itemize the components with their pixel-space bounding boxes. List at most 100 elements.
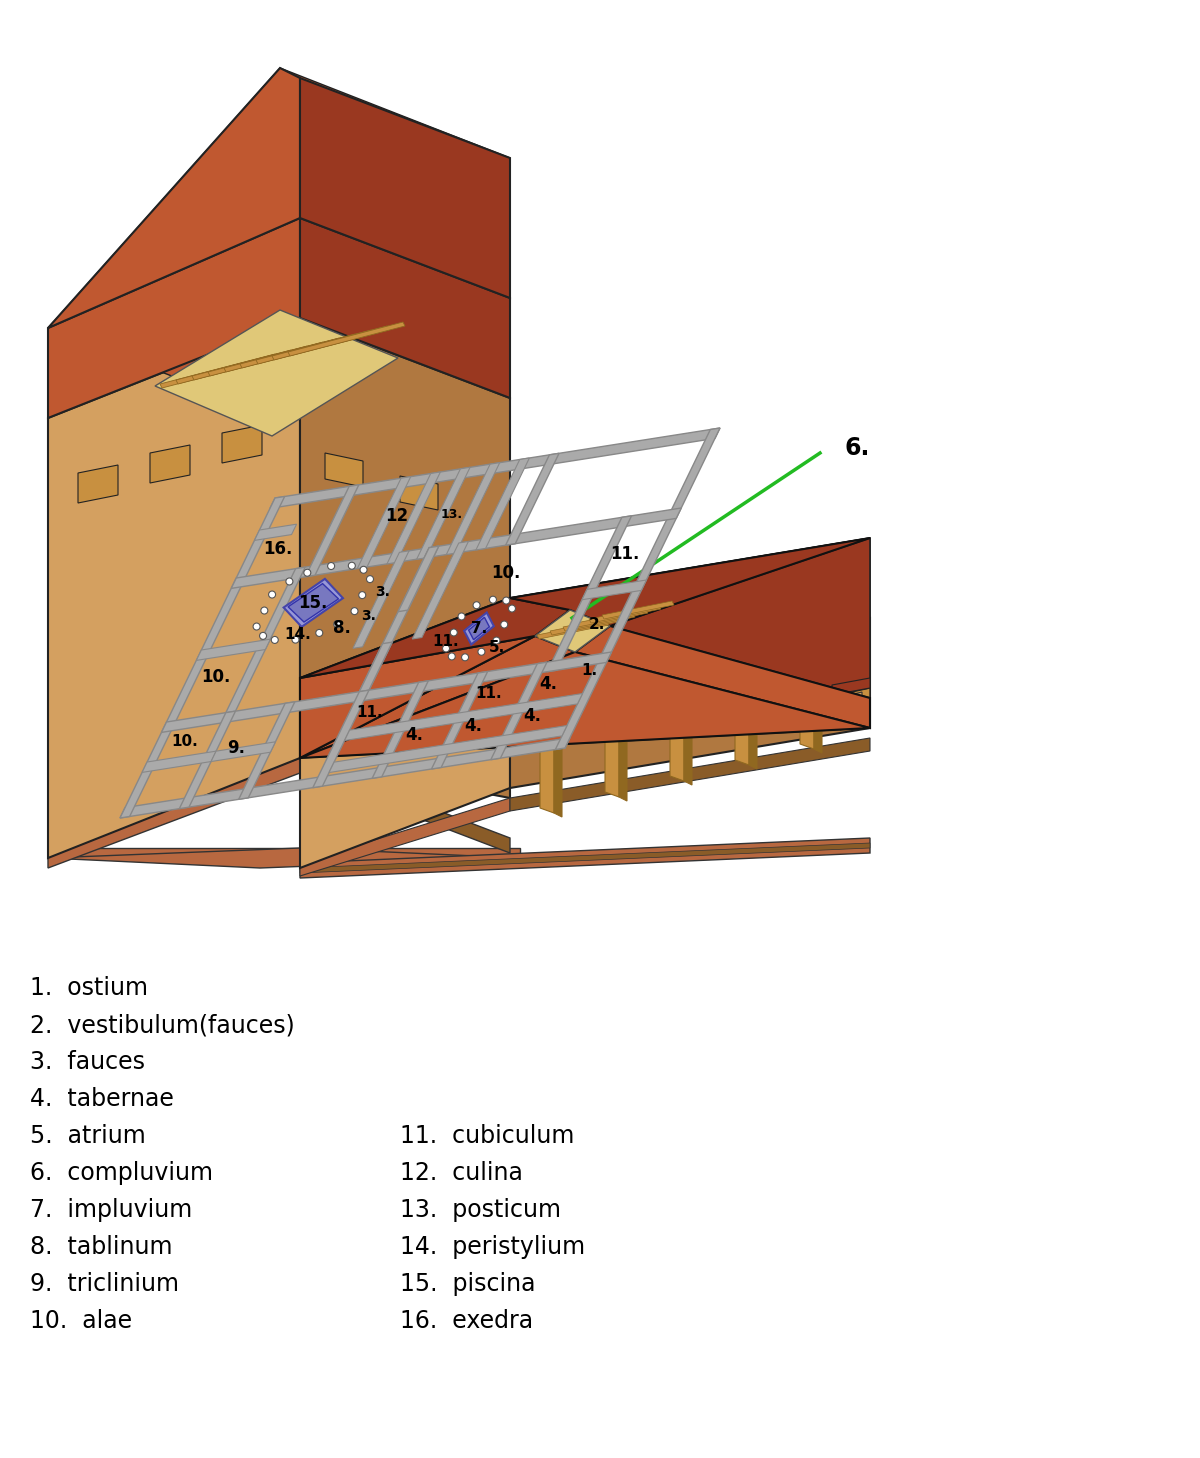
Polygon shape (413, 541, 468, 639)
Polygon shape (78, 465, 118, 503)
Circle shape (473, 602, 480, 609)
Text: 14.  peristylium: 14. peristylium (400, 1235, 586, 1260)
Polygon shape (176, 350, 293, 383)
Text: 7.  impluvium: 7. impluvium (30, 1198, 192, 1222)
Polygon shape (510, 618, 870, 787)
Polygon shape (270, 429, 720, 509)
Text: 1.: 1. (581, 663, 596, 678)
Polygon shape (211, 742, 276, 761)
Text: 10.: 10. (200, 668, 230, 687)
Polygon shape (48, 69, 300, 328)
Polygon shape (464, 612, 494, 644)
Text: 4.: 4. (523, 707, 541, 725)
Polygon shape (300, 538, 870, 678)
Polygon shape (48, 219, 300, 418)
Circle shape (253, 623, 260, 630)
Text: 10.: 10. (492, 563, 521, 582)
Polygon shape (832, 678, 870, 695)
Circle shape (259, 633, 266, 640)
Polygon shape (197, 639, 270, 660)
Polygon shape (272, 327, 389, 360)
Text: 9.  triclinium: 9. triclinium (30, 1271, 179, 1296)
Text: 5.  atrium: 5. atrium (30, 1124, 145, 1147)
Polygon shape (300, 636, 575, 758)
Polygon shape (344, 694, 582, 741)
Circle shape (350, 608, 358, 615)
Text: 13.: 13. (440, 507, 463, 521)
Polygon shape (256, 330, 373, 364)
Polygon shape (48, 69, 510, 418)
Polygon shape (563, 612, 635, 631)
Polygon shape (48, 849, 520, 857)
Polygon shape (749, 695, 757, 768)
Text: 2.: 2. (589, 617, 606, 633)
Circle shape (500, 621, 508, 628)
Polygon shape (550, 617, 622, 636)
Polygon shape (510, 538, 870, 625)
Polygon shape (602, 601, 674, 620)
Circle shape (286, 577, 293, 585)
Polygon shape (222, 424, 262, 464)
Text: 4.: 4. (404, 726, 422, 744)
Circle shape (334, 621, 341, 628)
Polygon shape (300, 798, 510, 876)
Text: 6.: 6. (845, 436, 870, 461)
Polygon shape (160, 354, 277, 388)
Polygon shape (589, 605, 661, 623)
Polygon shape (288, 583, 338, 623)
Polygon shape (840, 694, 848, 730)
Polygon shape (305, 486, 359, 577)
Polygon shape (179, 712, 235, 809)
Polygon shape (582, 580, 647, 599)
Polygon shape (854, 693, 862, 728)
Polygon shape (547, 516, 631, 672)
Polygon shape (155, 311, 398, 436)
Polygon shape (670, 706, 684, 781)
Text: 4.: 4. (464, 716, 482, 735)
Text: 4.: 4. (539, 675, 557, 693)
Polygon shape (224, 338, 341, 372)
Polygon shape (300, 636, 575, 758)
Text: 10.  alae: 10. alae (30, 1309, 132, 1333)
Text: 16.  exedra: 16. exedra (400, 1309, 533, 1333)
Polygon shape (734, 690, 749, 765)
Polygon shape (300, 318, 510, 798)
Circle shape (328, 563, 335, 570)
Polygon shape (120, 497, 284, 818)
Text: 7.: 7. (470, 621, 487, 636)
Text: 3.  fauces: 3. fauces (30, 1050, 145, 1075)
Circle shape (292, 636, 299, 643)
Polygon shape (239, 701, 295, 799)
Polygon shape (300, 618, 870, 758)
Text: 8.  tablinum: 8. tablinum (30, 1235, 173, 1260)
Polygon shape (684, 712, 692, 784)
Polygon shape (538, 621, 610, 639)
Polygon shape (300, 636, 575, 758)
Polygon shape (288, 322, 406, 356)
Polygon shape (386, 472, 440, 564)
Polygon shape (476, 458, 529, 550)
Circle shape (490, 596, 497, 604)
Text: 11.: 11. (475, 687, 502, 701)
Circle shape (493, 637, 500, 644)
Polygon shape (300, 598, 570, 678)
Polygon shape (300, 77, 510, 297)
Polygon shape (120, 738, 570, 818)
Polygon shape (575, 625, 870, 728)
Polygon shape (300, 843, 870, 873)
Polygon shape (300, 219, 510, 398)
Polygon shape (510, 738, 870, 811)
Polygon shape (510, 538, 870, 625)
Polygon shape (432, 672, 487, 768)
Text: 15.  piscina: 15. piscina (400, 1271, 535, 1296)
Polygon shape (814, 679, 822, 752)
Polygon shape (142, 751, 216, 773)
Polygon shape (400, 475, 438, 510)
Text: 1.  ostium: 1. ostium (30, 975, 148, 1000)
Text: 13.  posticum: 13. posticum (400, 1198, 562, 1222)
Circle shape (271, 637, 278, 643)
Text: 6.  compluvium: 6. compluvium (30, 1161, 214, 1185)
Polygon shape (358, 477, 410, 569)
Circle shape (503, 598, 510, 604)
Polygon shape (838, 688, 870, 725)
